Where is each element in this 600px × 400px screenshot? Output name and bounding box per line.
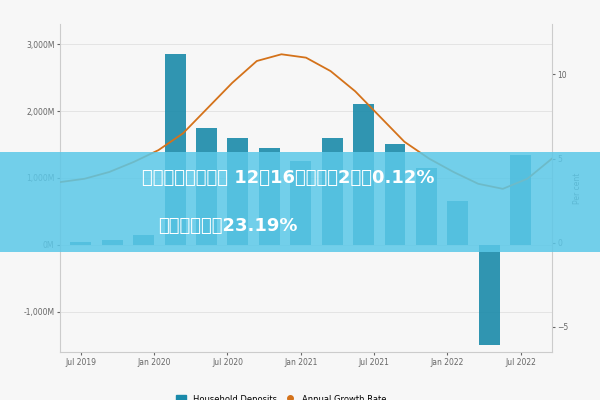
Bar — [133, 235, 154, 245]
Bar — [385, 144, 406, 245]
Text: 股票配资平台交易 12月16日崇达转2下跌0.12%: 股票配资平台交易 12月16日崇达转2下跌0.12% — [142, 169, 434, 187]
Bar — [227, 138, 248, 245]
Bar — [322, 138, 343, 245]
Legend: Household Deposits, Annual Growth Rate: Household Deposits, Annual Growth Rate — [173, 391, 390, 400]
Bar — [196, 128, 217, 245]
Bar — [448, 201, 468, 245]
Bar — [479, 245, 500, 345]
Text: ，转股溢价率23.19%: ，转股溢价率23.19% — [158, 217, 298, 235]
Bar — [416, 168, 437, 245]
Bar — [510, 154, 531, 245]
Bar — [259, 148, 280, 245]
Bar — [70, 242, 91, 245]
Bar — [164, 54, 185, 245]
Y-axis label: Per cent: Per cent — [573, 172, 582, 204]
Bar — [353, 104, 374, 245]
Bar — [290, 161, 311, 245]
Bar — [102, 240, 123, 245]
